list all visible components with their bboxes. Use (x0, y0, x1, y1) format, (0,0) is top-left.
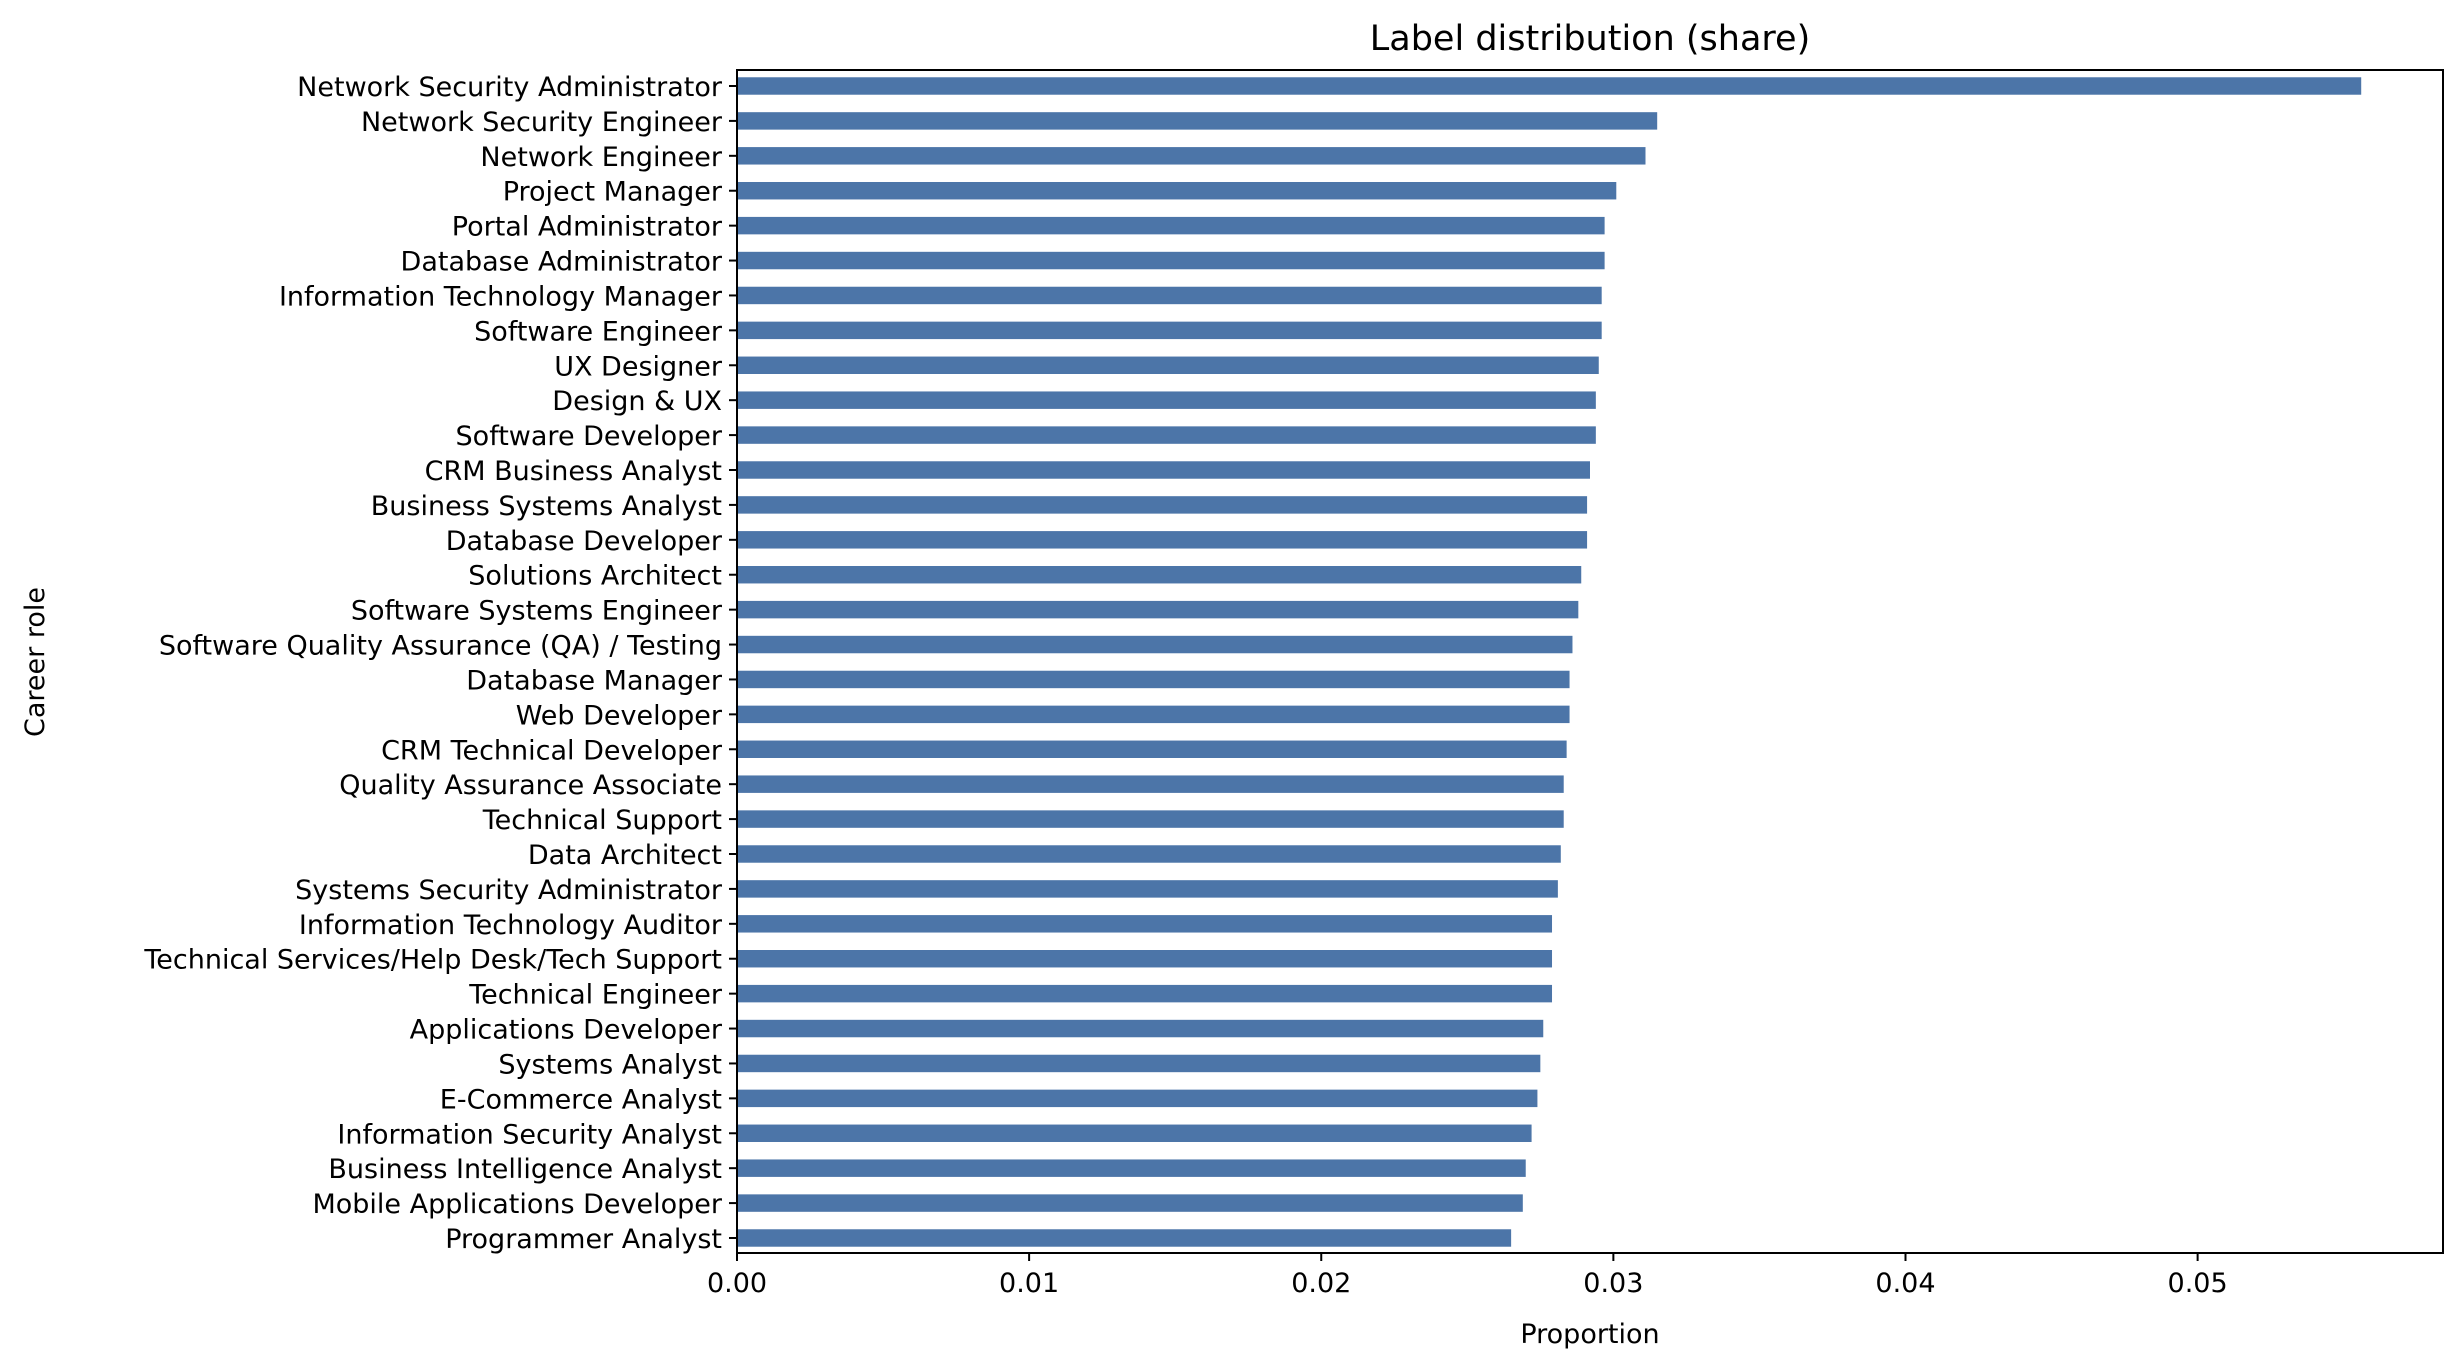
y-tick-label: Software Engineer (474, 316, 723, 347)
bar (737, 950, 1553, 968)
bar (737, 426, 1596, 444)
bar (737, 251, 1605, 270)
y-tick-label: Business Intelligence Analyst (328, 1154, 722, 1185)
plot-frame (736, 69, 2444, 1254)
bar (737, 182, 1617, 200)
y-tick-label: Systems Security Administrator (295, 875, 723, 906)
y-tick-label: Technical Services/Help Desk/Tech Suppor… (143, 945, 722, 976)
bar (737, 600, 1579, 619)
y-tick-label: Project Manager (503, 177, 723, 208)
chart-title: Label distribution (share) (1370, 19, 1810, 59)
y-tick-label: Solutions Architect (468, 561, 722, 592)
x-tick-label: 0.04 (1875, 1268, 1935, 1299)
x-axis-label: Proportion (1520, 1319, 1659, 1350)
bar (737, 1054, 1541, 1073)
y-tick-label: UX Designer (554, 351, 723, 382)
bar (737, 635, 1573, 654)
bar (737, 531, 1588, 549)
bar (737, 112, 1658, 130)
bar (737, 461, 1590, 479)
y-tick-label: Software Quality Assurance (QA) / Testin… (159, 631, 722, 662)
x-tick-label: 0.05 (2168, 1268, 2228, 1299)
x-tick-label: 0.02 (1291, 1268, 1351, 1299)
bar (737, 984, 1553, 1003)
y-tick-label: Technical Engineer (468, 980, 723, 1011)
bar (737, 880, 1558, 898)
y-tick-label: CRM Business Analyst (425, 456, 722, 487)
bar (737, 1194, 1523, 1212)
y-tick-label: Web Developer (516, 700, 723, 731)
y-tick-label: Data Architect (528, 840, 722, 871)
bar (737, 915, 1553, 933)
y-tick-label: Information Security Analyst (337, 1119, 722, 1150)
bar (737, 740, 1567, 758)
bar (737, 286, 1602, 305)
bar (737, 1159, 1526, 1177)
bar (737, 496, 1588, 514)
y-tick-label: Database Manager (466, 665, 723, 696)
bar (737, 216, 1605, 235)
y-tick-label: E-Commerce Analyst (440, 1084, 722, 1115)
y-axis-label: Career role (20, 587, 51, 737)
y-tick-label: Business Systems Analyst (371, 491, 722, 522)
bar (737, 77, 2362, 95)
y-tick-label: Design & UX (552, 386, 722, 417)
y-tick-label: Software Developer (456, 421, 723, 452)
y-tick-label: Applications Developer (410, 1015, 723, 1046)
bar (737, 356, 1599, 374)
y-tick-label: Database Developer (446, 526, 723, 557)
y-tick-label: Software Systems Engineer (351, 596, 723, 627)
bar (737, 1089, 1538, 1108)
bar (737, 845, 1561, 863)
y-tick-label: Portal Administrator (452, 212, 723, 243)
bar (737, 810, 1564, 828)
y-tick-label: Technical Support (482, 805, 722, 836)
y-tick-label: Mobile Applications Developer (312, 1189, 722, 1220)
bar (737, 670, 1570, 689)
x-tick-label: 0.03 (1583, 1268, 1643, 1299)
x-tick-label: 0.01 (999, 1268, 1059, 1299)
bar (737, 775, 1564, 793)
bar (737, 566, 1582, 584)
bar (737, 321, 1602, 340)
bar (737, 391, 1596, 409)
y-tick-label: CRM Technical Developer (381, 735, 723, 766)
bar (737, 147, 1646, 165)
y-tick-label: Information Technology Manager (279, 281, 723, 312)
y-tick-label: Systems Analyst (498, 1049, 722, 1080)
y-tick-label: Network Engineer (480, 142, 722, 173)
y-tick-label: Information Technology Auditor (299, 910, 723, 941)
bar (737, 1124, 1532, 1142)
y-tick-label: Quality Assurance Associate (339, 770, 722, 801)
y-tick-label: Network Security Administrator (297, 72, 723, 103)
y-tick-label: Database Administrator (401, 247, 723, 278)
x-tick-label: 0.00 (707, 1268, 767, 1299)
bar (737, 1019, 1544, 1038)
y-tick-label: Programmer Analyst (445, 1224, 722, 1255)
y-tick-label: Network Security Engineer (361, 107, 723, 138)
bar (737, 1229, 1512, 1247)
bar (737, 705, 1570, 724)
